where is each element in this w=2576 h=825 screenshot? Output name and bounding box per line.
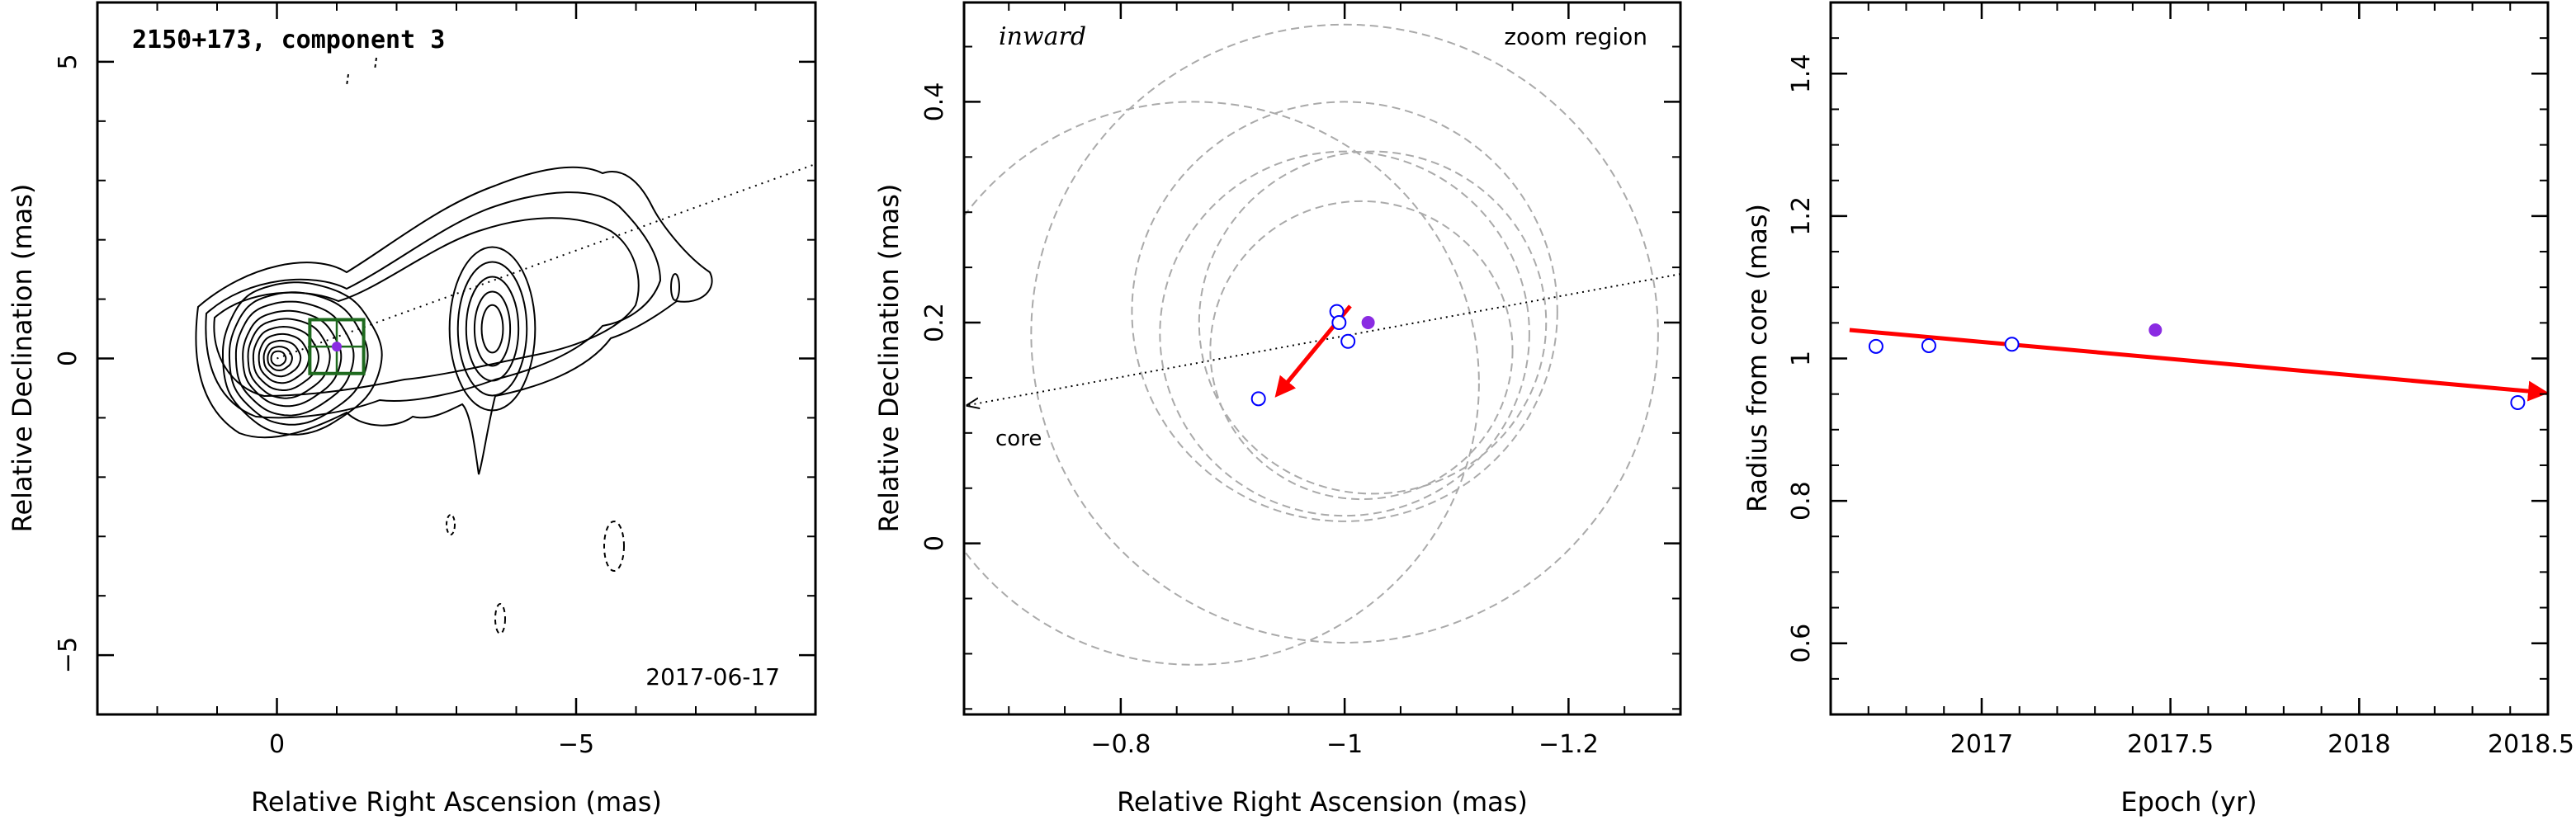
core-contour	[222, 281, 383, 436]
negative-contour	[374, 57, 377, 71]
epoch-position-point	[1340, 333, 1356, 349]
radius-point	[1921, 337, 1936, 353]
y-tick-label: 1.4	[1787, 54, 1816, 93]
panel2-frame	[962, 1, 1682, 716]
y-tick-label: 0.6	[1787, 624, 1816, 663]
panel3-frame	[1829, 1, 2550, 716]
panel1-xlabel: Relative Right Ascension (mas)	[251, 786, 662, 818]
inward-label: inward	[999, 22, 1086, 51]
beam-circle	[1209, 200, 1514, 501]
core-contour	[258, 332, 310, 384]
core-contour	[252, 325, 320, 391]
contour-map-panel: 0 −5 5 0 −5 2150+173, component 3 2017-06-17…	[7, 1, 817, 818]
panel1-title: 2150+173, component 3	[132, 26, 445, 54]
y-tick-label: −5	[54, 637, 83, 673]
y-tick-label: 1.2	[1787, 196, 1816, 236]
contour-outer-envelope	[195, 166, 713, 475]
knot-contour	[473, 290, 512, 367]
y-tick-label: 0	[920, 535, 949, 551]
panel3-xlabel: Epoch (yr)	[2120, 786, 2257, 818]
y-tick-label: 0	[54, 351, 83, 366]
x-tick-label: −1	[1326, 730, 1363, 759]
x-tick-label: 2018	[2328, 730, 2390, 759]
radius-point	[1868, 338, 1884, 354]
x-tick-label: 0	[269, 730, 285, 759]
core-contour	[270, 350, 287, 367]
y-tick-label: 1	[1787, 351, 1816, 366]
panel2-xlabel: Relative Right Ascension (mas)	[1117, 786, 1528, 818]
x-tick-label: 2017.5	[2127, 730, 2214, 759]
panel1-ylabel: Relative Declination (mas)	[7, 184, 38, 533]
core-contour	[262, 339, 302, 378]
isolated-contour	[670, 273, 680, 301]
core-contour	[242, 309, 343, 408]
core-contour	[228, 291, 369, 426]
core-contour	[267, 346, 293, 372]
core-contour	[247, 318, 331, 399]
knot-contour	[480, 304, 504, 354]
zoom-region-panel: −0.8 −1 −1.2 0.4 0.2 0 inward zoom region cor…	[873, 1, 1682, 818]
fit-line	[1849, 328, 2548, 402]
y-tick-label: 0.2	[920, 303, 949, 342]
knot-contour	[465, 276, 520, 382]
panel3-ylabel: Radius from core (mas)	[1742, 204, 1773, 512]
current-epoch-point	[1361, 316, 1375, 330]
negative-contour	[346, 73, 349, 87]
negative-contour	[603, 521, 625, 572]
beam-circle	[1030, 23, 1659, 644]
beam-circle	[1131, 101, 1558, 522]
core-contour	[234, 300, 355, 417]
x-tick-label: 2017	[1950, 730, 2013, 759]
epoch-position-point	[1331, 315, 1347, 331]
beam-circle	[964, 101, 1480, 666]
radius-vs-epoch-panel: 2017 2017.5 2018 2018.5 1.4 1.2 1 0.8 0.6 Epoch …	[1742, 1, 2574, 818]
panel1-date: 2017-06-17	[645, 663, 780, 691]
zoom-region-label: zoom region	[1504, 23, 1647, 50]
epoch-position-point	[1250, 391, 1266, 407]
y-tick-label: 0.4	[920, 82, 949, 122]
y-tick-label: 0.8	[1787, 481, 1816, 521]
negative-contour	[446, 514, 456, 535]
radius-point	[2510, 395, 2526, 411]
negative-contour	[494, 603, 506, 634]
x-tick-label: −5	[558, 730, 594, 759]
beam-circle	[1159, 150, 1530, 517]
panel1-frame	[96, 1, 817, 716]
y-tick-label: 5	[54, 54, 83, 69]
x-tick-label: 2018.5	[2488, 730, 2574, 759]
component-position	[332, 342, 342, 352]
core-label: core	[995, 427, 1042, 451]
knot-contour	[456, 261, 528, 397]
x-tick-label: −1.2	[1539, 730, 1599, 759]
radius-point	[2004, 337, 2020, 352]
current-radius-point	[2148, 323, 2162, 337]
contour-envelope-2	[205, 191, 662, 419]
contour-envelope-3	[213, 217, 640, 398]
panel2-ylabel: Relative Declination (mas)	[873, 184, 905, 533]
beam-circle	[1198, 150, 1548, 495]
x-tick-label: −0.8	[1090, 730, 1151, 759]
knot-contour	[448, 246, 536, 412]
